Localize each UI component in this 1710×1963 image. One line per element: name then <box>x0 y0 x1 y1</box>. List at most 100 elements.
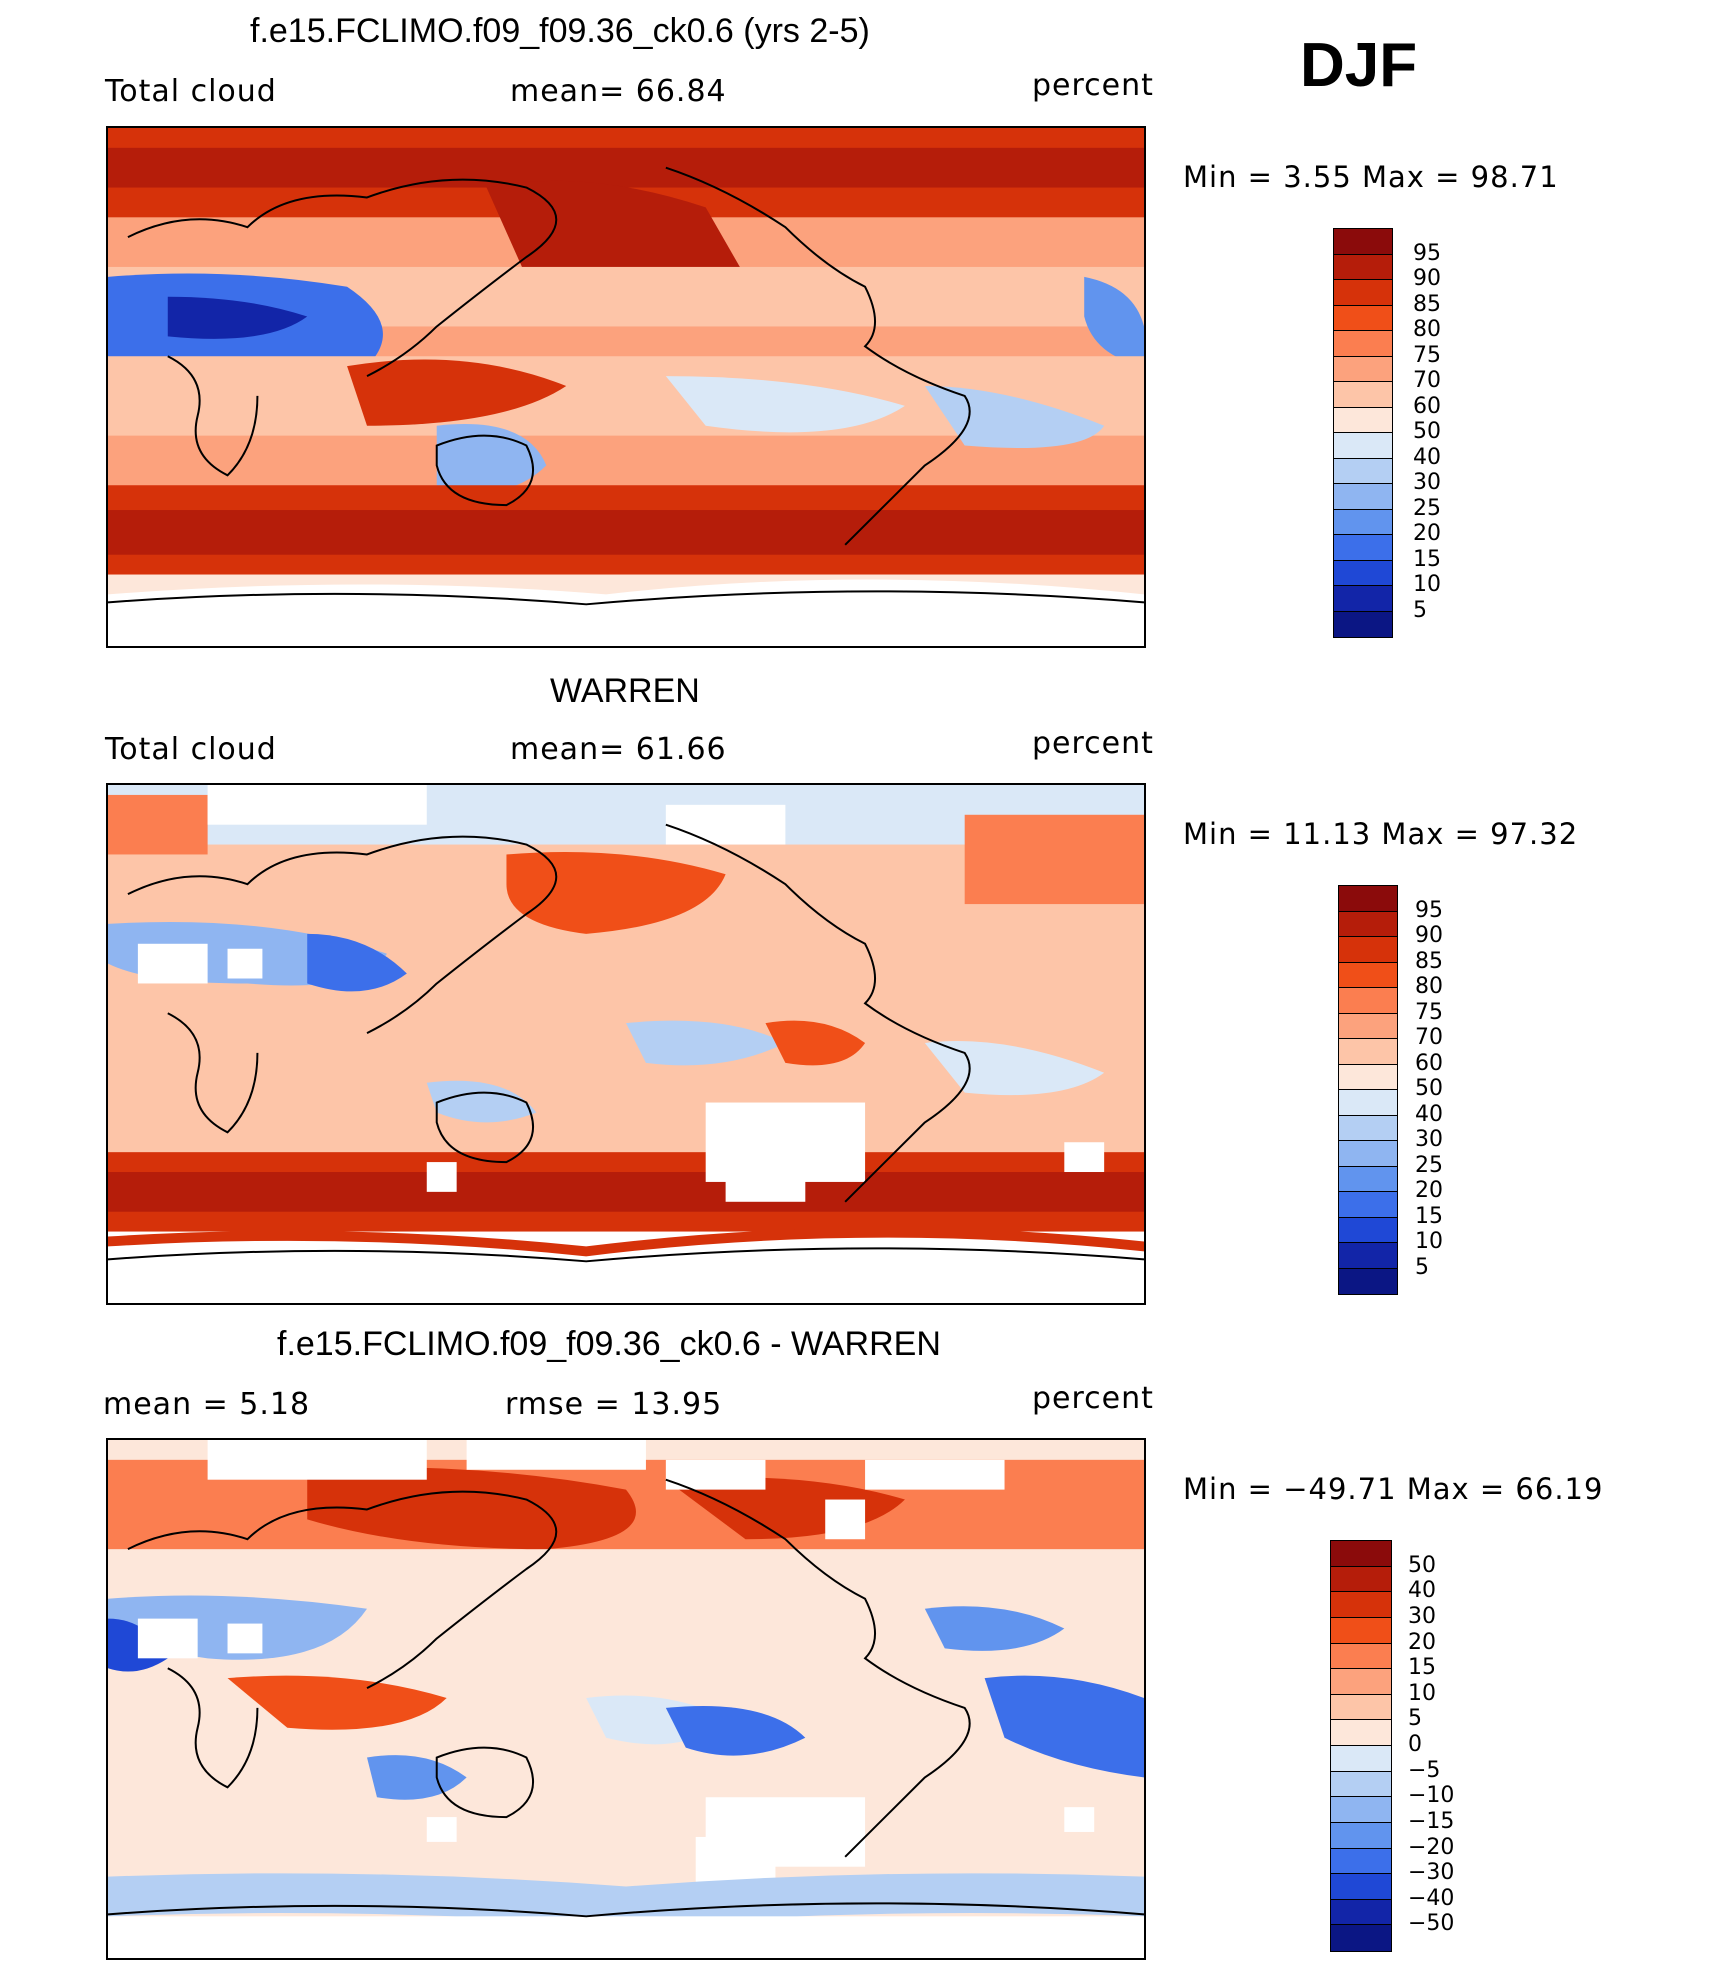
panel1-map <box>106 126 1146 648</box>
colorbar-swatch <box>1334 611 1392 637</box>
colorbar-label: 20 <box>1408 1629 1436 1655</box>
panel1-variable-label: Total cloud <box>105 74 277 109</box>
colorbar-swatch <box>1334 509 1392 535</box>
colorbar-swatch <box>1334 254 1392 280</box>
colorbar-swatch <box>1334 458 1392 484</box>
colorbar-label: 30 <box>1413 470 1441 495</box>
colorbar-swatch <box>1331 1669 1391 1695</box>
panel2-units-label: percent <box>1032 726 1154 761</box>
colorbar-swatch <box>1334 560 1392 586</box>
colorbar-swatch <box>1331 1643 1391 1670</box>
colorbar-label: 15 <box>1408 1655 1436 1681</box>
colorbar-label: 50 <box>1415 1076 1443 1101</box>
panel2-mean-label: mean= 61.66 <box>510 732 727 767</box>
panel3-rmse-label: rmse = 13.95 <box>505 1387 723 1422</box>
colorbar-label: 25 <box>1415 1152 1443 1178</box>
colorbar-label: 20 <box>1415 1178 1443 1203</box>
colorbar-swatch <box>1331 1874 1391 1900</box>
colorbar-swatch <box>1339 1141 1397 1167</box>
colorbar-label: 10 <box>1415 1229 1443 1254</box>
colorbar-label: 5 <box>1413 597 1427 623</box>
colorbar-swatch <box>1334 586 1392 612</box>
colorbar-swatch <box>1331 1771 1391 1798</box>
colorbar-label: 90 <box>1415 923 1443 948</box>
colorbar-label: 10 <box>1408 1680 1436 1706</box>
panel1-units-label: percent <box>1032 68 1154 103</box>
colorbar-swatch <box>1339 1013 1397 1039</box>
colorbar-swatch <box>1331 1822 1391 1849</box>
colorbar-label: 15 <box>1415 1203 1443 1229</box>
colorbar-label: 85 <box>1415 948 1443 974</box>
colorbar-swatch <box>1334 331 1392 357</box>
colorbar-label: 20 <box>1413 521 1441 546</box>
panel2-colorbar <box>1338 885 1398 1295</box>
panel1-minmax: Min = 3.55 Max = 98.71 <box>1183 160 1559 194</box>
colorbar-label: 90 <box>1413 266 1441 291</box>
colorbar-swatch <box>1331 1592 1391 1618</box>
colorbar-swatch <box>1331 1694 1391 1721</box>
colorbar-label: 10 <box>1413 572 1441 597</box>
colorbar-label: 5 <box>1415 1254 1429 1280</box>
colorbar-label: −40 <box>1408 1885 1455 1911</box>
colorbar-label: 75 <box>1413 342 1441 368</box>
colorbar-swatch <box>1334 356 1392 382</box>
colorbar-swatch <box>1331 1746 1391 1772</box>
colorbar-label: 75 <box>1415 999 1443 1025</box>
colorbar-swatch <box>1334 382 1392 408</box>
colorbar-swatch <box>1339 911 1397 937</box>
colorbar-swatch <box>1339 1166 1397 1192</box>
colorbar-swatch <box>1339 1090 1397 1116</box>
colorbar-label: 80 <box>1415 974 1443 999</box>
panel1-colorbar <box>1333 228 1393 638</box>
colorbar-label: 70 <box>1413 368 1441 393</box>
colorbar-swatch <box>1339 962 1397 988</box>
colorbar-label: 15 <box>1413 546 1441 572</box>
colorbar-swatch <box>1331 1848 1391 1875</box>
panel3-title: f.e15.FCLIMO.f09_f09.36_ck0.6 - WARREN <box>277 1325 941 1363</box>
colorbar-label: 40 <box>1415 1101 1443 1127</box>
panel1-mean-label: mean= 66.84 <box>510 74 727 109</box>
colorbar-label: 80 <box>1413 317 1441 342</box>
colorbar-swatch <box>1334 484 1392 510</box>
colorbar-swatch <box>1331 1617 1391 1644</box>
colorbar-label: 0 <box>1408 1732 1422 1757</box>
colorbar-swatch <box>1339 1192 1397 1218</box>
panel3-map <box>106 1438 1146 1960</box>
colorbar-label: −15 <box>1408 1808 1455 1834</box>
colorbar-swatch <box>1331 1899 1391 1926</box>
panel3-mean-label: mean = 5.18 <box>103 1387 311 1422</box>
colorbar-label: −5 <box>1408 1757 1441 1783</box>
colorbar-swatch <box>1339 988 1397 1014</box>
panel2-variable-label: Total cloud <box>105 732 277 767</box>
colorbar-label: 70 <box>1415 1025 1443 1050</box>
colorbar-swatch <box>1339 937 1397 963</box>
colorbar-swatch <box>1334 407 1392 433</box>
colorbar-swatch <box>1339 1064 1397 1090</box>
panel2-title: WARREN <box>550 672 700 710</box>
colorbar-label: 30 <box>1415 1127 1443 1152</box>
panel3-minmax: Min = −49.71 Max = 66.19 <box>1183 1472 1604 1506</box>
panel1-title: f.e15.FCLIMO.f09_f09.36_ck0.6 (yrs 2-5) <box>250 12 870 50</box>
colorbar-label: 40 <box>1413 444 1441 470</box>
colorbar-swatch <box>1331 1541 1391 1567</box>
colorbar-label: 50 <box>1413 419 1441 444</box>
colorbar-label: 95 <box>1415 897 1443 923</box>
colorbar-label: −20 <box>1408 1834 1455 1860</box>
panel3-units-label: percent <box>1032 1381 1154 1416</box>
colorbar-label: −10 <box>1408 1783 1455 1809</box>
colorbar-label: 60 <box>1413 393 1441 419</box>
colorbar-label: 25 <box>1413 495 1441 521</box>
colorbar-label: 5 <box>1408 1706 1422 1732</box>
colorbar-swatch <box>1339 886 1397 912</box>
colorbar-swatch <box>1339 1243 1397 1269</box>
panel2-map <box>106 783 1146 1305</box>
colorbar-swatch <box>1331 1566 1391 1593</box>
colorbar-label: 95 <box>1413 240 1441 266</box>
colorbar-swatch <box>1334 280 1392 306</box>
colorbar-swatch <box>1339 1268 1397 1294</box>
colorbar-swatch <box>1339 1039 1397 1065</box>
colorbar-swatch <box>1331 1797 1391 1823</box>
colorbar-swatch <box>1334 305 1392 331</box>
colorbar-label: −50 <box>1408 1911 1455 1937</box>
colorbar-swatch <box>1331 1925 1391 1951</box>
